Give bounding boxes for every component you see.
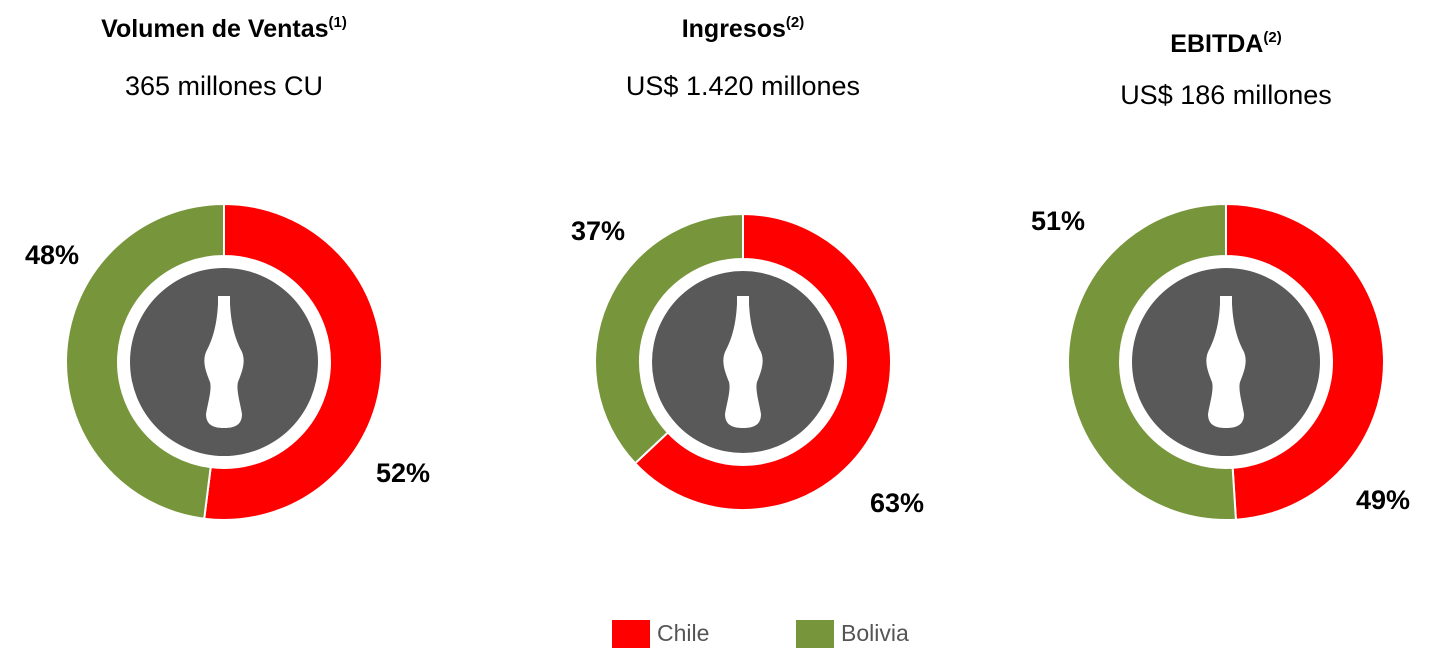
- data-label: 63%: [870, 488, 924, 518]
- donut-segment: [1066, 202, 1237, 521]
- data-label: 48%: [25, 240, 79, 270]
- data-label: 37%: [571, 216, 625, 246]
- title-text: Ingresos: [682, 15, 786, 43]
- chart-title: EBITDA(2): [1170, 29, 1281, 58]
- legend-label: Bolivia: [841, 620, 909, 646]
- data-label: 49%: [1356, 485, 1410, 515]
- legend-label: Chile: [657, 620, 709, 646]
- chart-title: Volumen de Ventas(1): [101, 14, 347, 43]
- donut-segment: [65, 202, 225, 520]
- title-superscript: (1): [329, 14, 347, 31]
- chart-subtitle: US$ 1.420 millones: [626, 71, 860, 101]
- donut-segment: [633, 212, 892, 511]
- data-label: 52%: [376, 458, 430, 488]
- chart-subtitle: 365 millones CU: [125, 71, 323, 101]
- donut-segment: [1225, 202, 1385, 521]
- chart-title: Ingresos(2): [682, 14, 805, 43]
- legend-swatch: [796, 620, 834, 648]
- data-label: 51%: [1031, 206, 1085, 236]
- donut-segment: [594, 212, 744, 465]
- title-superscript: (2): [786, 14, 804, 31]
- chart-subtitle: US$ 186 millones: [1120, 80, 1332, 110]
- title-superscript: (2): [1263, 29, 1281, 46]
- title-text: Volumen de Ventas: [101, 15, 328, 43]
- legend-swatch: [612, 620, 650, 648]
- donut-segment: [203, 202, 383, 521]
- title-text: EBITDA: [1170, 30, 1263, 58]
